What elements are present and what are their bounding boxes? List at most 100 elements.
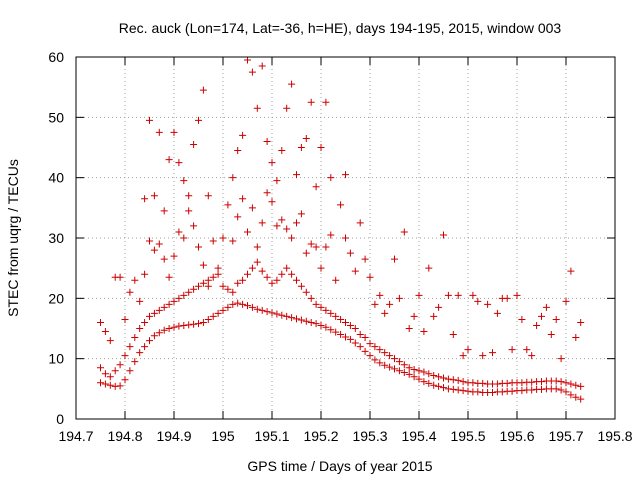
data-point	[577, 395, 585, 403]
y-axis-label: STEC from uqrg / TECUs	[5, 159, 21, 317]
data-point	[425, 264, 433, 272]
data-point	[141, 318, 149, 326]
data-point	[268, 159, 276, 167]
data-point	[121, 352, 129, 360]
data-point	[479, 352, 487, 360]
y-tick-label: 50	[48, 109, 64, 125]
data-point	[146, 337, 153, 345]
data-point	[327, 326, 335, 334]
data-point	[273, 222, 281, 230]
data-point	[253, 104, 261, 112]
data-point	[263, 189, 271, 197]
data-point	[263, 308, 271, 316]
data-point	[180, 291, 188, 299]
data-point	[283, 312, 291, 320]
data-point	[440, 374, 447, 382]
data-point	[278, 147, 286, 155]
data-point	[366, 273, 374, 281]
x-tick-label: 195	[211, 428, 235, 444]
data-point	[126, 343, 134, 351]
axis-ticks: 194.7 194.8 194.9 195 195.1 195.2 195.3 195.4 19…	[48, 49, 632, 444]
data-point	[185, 288, 193, 296]
x-tick-label: 194.7	[58, 428, 93, 444]
x-tick-label: 195.5	[450, 428, 485, 444]
data-point	[430, 312, 438, 320]
data-point	[165, 325, 173, 332]
data-point	[567, 380, 575, 388]
data-point	[454, 291, 462, 299]
data-point	[288, 314, 296, 322]
data-point	[322, 243, 330, 251]
data-point	[273, 177, 281, 185]
data-point	[293, 219, 300, 227]
data-point	[204, 192, 212, 200]
data-point	[356, 219, 364, 227]
data-point	[195, 116, 202, 124]
data-point	[528, 386, 536, 394]
data-point	[479, 379, 487, 387]
data-point	[283, 264, 291, 272]
data-point	[337, 315, 345, 323]
data-point	[454, 376, 462, 384]
data-point	[508, 346, 516, 354]
data-point	[229, 174, 237, 182]
data-point	[175, 322, 183, 330]
x-tick-label: 195.1	[254, 428, 289, 444]
data-point	[97, 379, 104, 387]
data-point	[312, 243, 320, 251]
data-point	[391, 255, 398, 263]
data-point	[346, 321, 354, 329]
data-point	[533, 321, 541, 329]
data-point	[513, 291, 521, 299]
grid-lines	[76, 57, 615, 419]
data-point	[557, 378, 565, 386]
data-point	[312, 320, 320, 328]
data-point	[361, 347, 369, 355]
data-point	[391, 355, 398, 363]
data-point	[371, 300, 379, 308]
data-point	[327, 231, 335, 239]
data-point	[376, 346, 384, 354]
data-point	[356, 343, 364, 351]
data-point	[332, 276, 340, 284]
data-point	[195, 243, 202, 251]
data-point	[170, 323, 178, 331]
data-point	[400, 228, 408, 236]
data-point	[116, 382, 124, 390]
data-point	[155, 329, 163, 337]
data-point	[302, 249, 310, 257]
data-point	[518, 315, 526, 323]
data-point	[410, 366, 418, 374]
y-tick-label: 10	[48, 351, 64, 367]
data-point	[268, 309, 276, 317]
y-tick-label: 40	[48, 170, 64, 186]
data-point	[528, 352, 536, 360]
data-point	[386, 352, 394, 360]
data-point	[342, 234, 349, 242]
data-point	[111, 367, 119, 375]
data-point	[523, 346, 531, 354]
data-point	[204, 282, 212, 290]
data-point	[342, 318, 349, 326]
data-point	[155, 240, 163, 248]
data-point	[542, 303, 550, 311]
data-point	[214, 270, 222, 278]
data-point	[263, 273, 271, 281]
data-point	[165, 300, 173, 308]
data-point	[116, 361, 124, 369]
data-point	[244, 228, 251, 236]
data-point	[557, 355, 565, 363]
data-point	[160, 255, 168, 263]
data-point	[283, 104, 291, 112]
data-point	[386, 363, 394, 371]
data-point	[376, 291, 384, 299]
data-point	[381, 309, 389, 317]
data-point	[317, 303, 325, 311]
data-point	[346, 249, 354, 257]
data-point	[190, 320, 198, 328]
data-point	[312, 183, 320, 191]
data-point	[239, 195, 247, 203]
data-point	[351, 267, 359, 275]
data-point	[273, 310, 281, 318]
data-point	[106, 373, 114, 381]
